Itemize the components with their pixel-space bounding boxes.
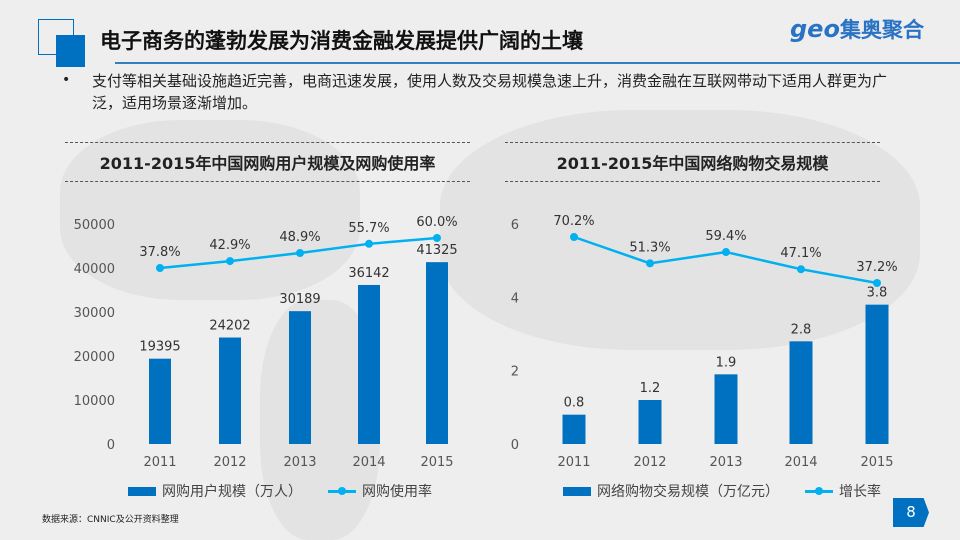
bar xyxy=(714,374,738,444)
rate-data-label: 59.4% xyxy=(705,229,746,244)
bar xyxy=(149,358,171,444)
rate-data-label: 60.0% xyxy=(416,215,457,230)
logo: geo集奥聚合 xyxy=(790,14,924,44)
bar xyxy=(358,284,380,444)
bar-data-label: 1.9 xyxy=(716,355,737,370)
rate-data-label: 55.7% xyxy=(348,221,389,236)
legend-label: 增长率 xyxy=(839,484,881,500)
bar xyxy=(789,341,813,444)
legend-users: 网购用户规模（万人） 网购使用率 xyxy=(128,481,432,501)
bar-data-label: 19395 xyxy=(139,340,180,355)
bar-data-label: 24202 xyxy=(209,319,250,334)
y-tick-label: 6 xyxy=(511,218,519,233)
rate-data-label: 37.2% xyxy=(856,260,897,275)
x-tick-label: 2011 xyxy=(557,455,590,470)
x-tick-label: 2014 xyxy=(784,455,817,470)
rate-point xyxy=(722,248,730,257)
rate-point xyxy=(797,265,805,274)
world-map-background xyxy=(60,120,360,300)
x-tick-label: 2011 xyxy=(143,455,176,470)
y-tick-label: 0 xyxy=(107,438,115,453)
y-tick-label: 20000 xyxy=(74,350,115,365)
rate-data-label: 48.9% xyxy=(279,230,320,245)
legend-volume: 网络购物交易规模（万亿元） 增长率 xyxy=(563,481,881,501)
page-title: 电子商务的蓬勃发展为消费金融发展提供广阔的土壤 xyxy=(100,29,583,53)
source-note: 数据来源：CNNIC及公开资料整理 xyxy=(42,515,179,525)
logo-text: geo xyxy=(790,15,840,43)
y-tick-label: 2 xyxy=(511,365,519,380)
rate-point xyxy=(646,259,654,268)
bar-data-label: 30189 xyxy=(279,292,320,307)
bar xyxy=(638,400,662,444)
world-map-background xyxy=(440,110,920,350)
x-tick-label: 2015 xyxy=(860,455,893,470)
rate-point xyxy=(365,239,373,248)
rate-point xyxy=(296,249,304,257)
bullet-icon: • xyxy=(62,72,71,88)
rate-data-label: 70.2% xyxy=(553,214,594,229)
y-tick-label: 10000 xyxy=(74,394,115,409)
logo-cn: 集奥聚合 xyxy=(839,18,924,42)
legend-label: 网络购物交易规模（万亿元） xyxy=(597,484,779,500)
bar-data-label: 1.2 xyxy=(640,381,661,396)
legend-line-swatch xyxy=(328,486,356,495)
page-number: 8 xyxy=(893,498,929,527)
rate-data-label: 37.8% xyxy=(139,245,180,260)
bar xyxy=(562,414,586,444)
x-tick-label: 2013 xyxy=(283,455,316,470)
rate-point xyxy=(570,233,578,241)
rate-data-label: 47.1% xyxy=(780,246,821,261)
bar xyxy=(219,337,241,444)
legend-bar-swatch xyxy=(563,486,591,496)
x-tick-label: 2013 xyxy=(709,455,742,470)
legend-label: 网购使用率 xyxy=(362,484,432,500)
bar-data-label: 3.8 xyxy=(867,286,888,301)
legend-label: 网购用户规模（万人） xyxy=(162,484,302,500)
bar xyxy=(865,304,889,444)
x-tick-label: 2015 xyxy=(420,455,453,470)
y-tick-label: 0 xyxy=(511,438,519,453)
title-divider xyxy=(115,62,960,64)
rate-point xyxy=(156,264,164,272)
bar-data-label: 41325 xyxy=(416,243,457,258)
chart-title-volume: 2011-2015年中国网络购物交易规模 xyxy=(505,142,880,182)
chart-title-users: 2011-2015年中国网购用户规模及网购使用率 xyxy=(65,142,470,182)
bar xyxy=(289,311,311,444)
y-tick-label: 40000 xyxy=(74,262,115,277)
body-text: 支付等相关基础设施趋近完善，电商迅速发展，使用人数及交易规模急速上升，消费金融在… xyxy=(92,72,888,112)
x-tick-label: 2014 xyxy=(352,455,385,470)
y-tick-label: 4 xyxy=(511,291,519,306)
rate-data-label: 42.9% xyxy=(209,238,250,253)
x-tick-label: 2012 xyxy=(633,455,666,470)
bar-data-label: 2.8 xyxy=(791,322,812,337)
bar xyxy=(426,262,448,444)
y-tick-label: 30000 xyxy=(74,306,115,321)
bar-data-label: 0.8 xyxy=(564,396,585,411)
bar-data-label: 36142 xyxy=(348,266,389,281)
rate-data-label: 51.3% xyxy=(629,240,670,255)
rate-point xyxy=(433,234,441,242)
rate-point xyxy=(226,257,234,266)
rate-point xyxy=(873,279,881,287)
y-tick-label: 50000 xyxy=(74,218,115,233)
legend-bar-swatch xyxy=(128,486,156,496)
x-tick-label: 2012 xyxy=(213,455,246,470)
decor-square-filled xyxy=(56,35,85,67)
legend-line-swatch xyxy=(805,486,833,495)
